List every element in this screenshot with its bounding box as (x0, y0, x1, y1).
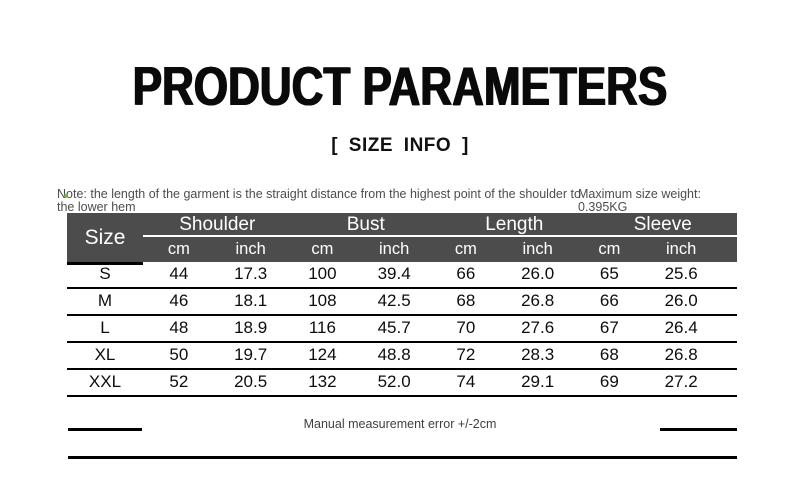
value-cell: 108 (308, 291, 337, 310)
value-cell: 26.0 (664, 291, 698, 310)
value-cell: 69 (599, 372, 619, 391)
value-cell: 48.8 (377, 345, 411, 364)
row-values: 50 19.7 124 48.8 72 28.3 68 26.8 (143, 343, 737, 368)
unit-header-cm: cm (311, 240, 334, 258)
unit-header-cm: cm (167, 240, 190, 258)
value-cell: 50 (169, 345, 189, 364)
size-cell: L (100, 318, 110, 337)
value-cell: 19.7 (234, 345, 268, 364)
group-header-bust: Bust (346, 214, 385, 235)
size-cell: S (99, 264, 111, 283)
value-cell: 46 (169, 291, 189, 310)
value-cell: 48 (169, 318, 189, 337)
value-cell: 67 (599, 318, 619, 337)
unit-header-inch: inch (665, 240, 697, 258)
group-header-shoulder: Shoulder (179, 214, 256, 235)
unit-header-cm: cm (454, 240, 477, 258)
value-cell: 52 (169, 372, 189, 391)
value-cell: 74 (456, 372, 476, 391)
value-cell: 52.0 (377, 372, 411, 391)
value-cell: 44 (169, 264, 189, 283)
group-header-row: Shoulder Bust Length Sleeve (143, 213, 737, 235)
value-cell: 72 (456, 345, 476, 364)
value-cell: 26.8 (521, 291, 555, 310)
size-cell: XXL (88, 372, 122, 391)
value-cell: 68 (456, 291, 476, 310)
value-cell: 26.0 (521, 264, 555, 283)
unit-header-cm: cm (598, 240, 621, 258)
value-cell: 17.3 (234, 264, 268, 283)
row-values: 44 17.3 100 39.4 66 26.0 65 25.6 (143, 262, 737, 287)
green-speck-mark (64, 194, 68, 198)
unit-header-inch: inch (522, 240, 553, 258)
row-values: 52 20.5 132 52.0 74 29.1 69 27.2 (143, 370, 737, 395)
value-cell: 100 (308, 264, 337, 283)
size-column-header: Size (84, 225, 126, 249)
value-cell: 28.3 (521, 345, 555, 364)
table-header: Size Shoulder Bust Length Sleeve cm inch cm in… (67, 213, 737, 262)
value-cell: 39.4 (377, 264, 411, 283)
garment-length-note: Note: the length of the garment is the s… (57, 187, 581, 214)
bottom-left-rule (68, 428, 142, 431)
value-cell: 65 (599, 264, 619, 283)
row-values: 48 18.9 116 45.7 70 27.6 67 26.4 (143, 316, 737, 341)
value-cell: 116 (308, 318, 336, 337)
size-table: Size Shoulder Bust Length Sleeve cm inch cm in… (67, 213, 737, 397)
value-cell: 26.4 (664, 318, 698, 337)
value-cell: 18.1 (234, 291, 268, 310)
value-cell: 26.8 (664, 345, 698, 364)
table-row-xl: XL 50 19.7 124 48.8 72 28.3 68 26.8 (67, 343, 737, 370)
unit-header-inch: inch (378, 240, 410, 258)
table-row-xxl: XXL 52 20.5 132 52.0 74 29.1 69 27.2 (67, 370, 737, 397)
row-values: 46 18.1 108 42.5 68 26.8 66 26.0 (143, 289, 737, 314)
table-row-s: S 44 17.3 100 39.4 66 26.0 65 25.6 (67, 262, 737, 289)
size-cell: M (97, 291, 113, 310)
table-body: S 44 17.3 100 39.4 66 26.0 65 25.6 M 46 18.1 108 42.5… (67, 262, 737, 397)
bottom-right-rule (660, 428, 737, 431)
bottom-rule (68, 456, 737, 459)
value-cell: 20.5 (234, 372, 268, 391)
max-weight-value: 0.395KG (578, 200, 628, 214)
value-cell: 68 (599, 345, 619, 364)
value-cell: 70 (456, 318, 476, 337)
table-row-m: M 46 18.1 108 42.5 68 26.8 66 26.0 (67, 289, 737, 316)
max-weight-note: Maximum size weight: 0.395KG (578, 188, 701, 214)
value-cell: 132 (308, 372, 337, 391)
value-cell: 45.7 (377, 318, 411, 337)
measurement-error-note: Manual measurement error +/-2cm (303, 417, 497, 431)
value-cell: 27.6 (521, 318, 555, 337)
size-info-subtitle: [ SIZE INFO ] (331, 135, 469, 156)
table-row-l: L 48 18.9 116 45.7 70 27.6 67 26.4 (67, 316, 737, 343)
max-weight-label: Maximum size weight: (578, 187, 701, 201)
header-divider-line (143, 235, 737, 237)
value-cell: 42.5 (377, 291, 411, 310)
group-header-sleeve: Sleeve (633, 214, 692, 235)
value-cell: 29.1 (521, 372, 555, 391)
unit-header-inch: inch (235, 240, 266, 258)
unit-header-row: cm inch cm inch cm inch cm inch (143, 237, 737, 262)
size-cell: XL (94, 345, 116, 364)
value-cell: 124 (308, 345, 337, 364)
value-cell: 66 (456, 264, 476, 283)
group-header-length: Length (485, 214, 544, 235)
page-title: PRODUCT PARAMETERS (132, 55, 668, 117)
measure-header-group: Shoulder Bust Length Sleeve cm inch cm inch cm i… (143, 213, 737, 262)
value-cell: 27.2 (664, 372, 698, 391)
size-cell-underline (67, 262, 143, 265)
value-cell: 66 (599, 291, 619, 310)
value-cell: 25.6 (664, 264, 698, 283)
value-cell: 18.9 (234, 318, 268, 337)
